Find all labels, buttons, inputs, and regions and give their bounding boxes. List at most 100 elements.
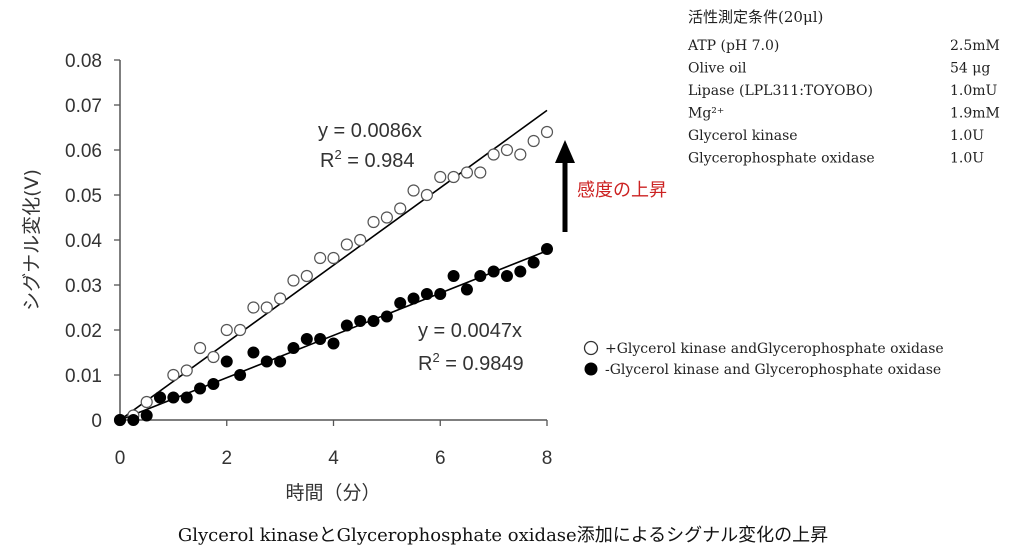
data-point-filled	[287, 342, 300, 354]
data-point-filled	[340, 319, 353, 332]
data-point-open	[474, 166, 487, 179]
fit-r2-lower: R2 = 0.9849	[418, 350, 524, 375]
data-point-open	[140, 395, 153, 409]
condition-label: Glycerol kinase	[688, 128, 798, 144]
data-point-filled	[354, 315, 367, 327]
data-points	[113, 125, 554, 427]
data-point-filled	[314, 333, 327, 345]
data-point-filled	[514, 265, 527, 278]
legend-marker-filled-circle	[584, 362, 598, 376]
y-tick-label: 0.03	[65, 276, 102, 297]
y-tick-label: 0.08	[65, 51, 102, 72]
data-point-open	[167, 368, 180, 382]
data-point-open	[220, 323, 233, 337]
data-point-open	[314, 251, 327, 265]
y-tick-label: 0.01	[65, 366, 102, 387]
conditions-title: 活性測定条件(20μl)	[688, 8, 823, 26]
data-point-filled	[487, 265, 500, 278]
data-point-filled	[154, 391, 167, 404]
fit-equation-upper: y = 0.0086x	[318, 120, 422, 142]
r2-value-upper: = 0.984	[342, 150, 415, 172]
y-ticks: 0 0.01 0.02 0.03 0.04 0.05 0.06 0.07 0.08	[65, 51, 120, 432]
condition-value: 1.9mM	[950, 106, 1000, 122]
x-axis-title: 時間（分）	[285, 482, 380, 504]
condition-value: 1.0U	[950, 128, 984, 144]
data-point-open	[487, 148, 500, 161]
data-point-open	[327, 251, 340, 265]
y-axis-title: シグナル変化(V)	[21, 169, 43, 311]
r2-prefix-upper: R	[320, 150, 334, 172]
data-point-filled	[541, 243, 553, 255]
data-point-filled	[300, 333, 313, 345]
assay-conditions: 活性測定条件(20μl) ATP (pH 7.0) 2.5mM Olive oil 5…	[687, 8, 1000, 167]
y-tick-label: 0.07	[65, 96, 102, 117]
data-point-open	[193, 341, 207, 355]
condition-label: ATP (pH 7.0)	[687, 38, 779, 54]
data-point-filled	[407, 292, 420, 305]
data-point-open	[420, 188, 434, 202]
data-point-filled	[127, 414, 140, 426]
x-tick-label: 4	[328, 448, 339, 469]
data-point-filled	[420, 288, 433, 300]
annotation-sensitivity: 感度の上昇	[577, 180, 667, 201]
data-point-filled	[460, 283, 473, 296]
condition-value: 54 μg	[950, 61, 990, 77]
x-ticks: 0 2 4 6 8	[115, 420, 552, 469]
r2-superscript-upper: 2	[334, 147, 341, 162]
data-point-open	[367, 215, 380, 229]
data-point-open	[407, 184, 420, 197]
r2-superscript-lower: 2	[432, 350, 439, 365]
x-tick-label: 6	[435, 448, 446, 469]
fit-equation-lower: y = 0.0047x	[418, 320, 522, 342]
y-tick-label: 0	[91, 411, 102, 432]
data-point-open	[287, 274, 300, 287]
legend: +Glycerol kinase andGlycerophosphate oxi…	[583, 340, 944, 378]
data-point-open	[274, 292, 287, 305]
x-tick-label: 2	[221, 448, 232, 469]
condition-label: Glycerophosphate oxidase	[688, 151, 875, 167]
data-point-filled	[140, 409, 153, 422]
data-point-open	[447, 170, 460, 184]
figure-caption: Glycerol kinaseとGlycerophosphate oxidase…	[178, 525, 828, 546]
data-point-filled	[527, 256, 540, 269]
y-tick-label: 0.05	[65, 186, 102, 207]
data-point-open	[354, 233, 367, 247]
data-point-filled	[447, 270, 460, 282]
data-point-filled	[474, 270, 487, 282]
data-point-open	[180, 364, 193, 377]
condition-label: Olive oil	[688, 61, 747, 77]
y-tick-label: 0.02	[65, 321, 102, 342]
legend-label-without-enzymes: -Glycerol kinase and Glycerophosphate ox…	[605, 362, 941, 378]
legend-marker-open-circle	[583, 340, 599, 356]
data-point-open	[527, 134, 540, 148]
data-point-open	[540, 125, 554, 139]
data-point-open	[434, 170, 447, 184]
data-point-open	[380, 211, 393, 224]
legend-label-with-enzymes: +Glycerol kinase andGlycerophosphate oxi…	[605, 341, 944, 357]
data-point-open	[247, 301, 260, 314]
data-point-filled	[220, 355, 233, 368]
data-point-open	[394, 202, 407, 215]
data-point-open	[514, 148, 527, 161]
data-point-filled	[234, 369, 247, 381]
data-point-open	[500, 143, 514, 157]
r2-prefix-lower: R	[418, 353, 432, 375]
condition-value: 1.0U	[950, 151, 984, 167]
data-point-filled	[194, 382, 207, 395]
data-point-filled	[500, 270, 513, 282]
data-point-filled	[394, 297, 407, 309]
fit-r2-upper: R2 = 0.984	[320, 147, 415, 172]
arrow-head-icon	[555, 140, 575, 163]
data-point-open	[207, 350, 220, 364]
data-point-filled	[367, 315, 380, 327]
data-point-filled	[247, 346, 260, 359]
data-point-open	[260, 301, 273, 314]
data-point-filled	[180, 391, 193, 404]
data-point-filled	[260, 355, 273, 368]
r2-value-lower: = 0.9849	[440, 353, 524, 375]
condition-label: Mg²⁺	[688, 106, 724, 122]
sensitivity-arrow	[555, 140, 575, 232]
y-tick-label: 0.06	[65, 141, 102, 162]
data-point-filled	[274, 355, 287, 368]
